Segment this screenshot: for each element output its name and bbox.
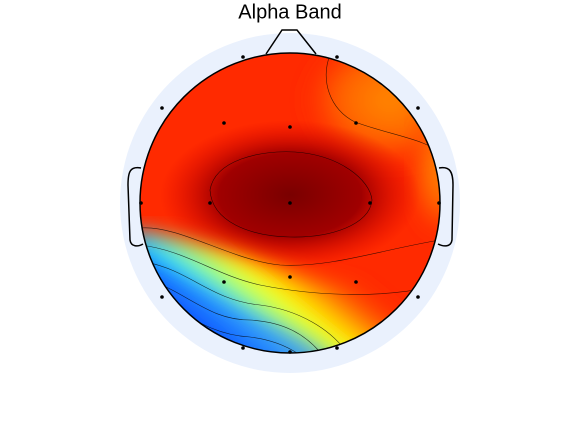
chart-title: Alpha Band [238, 1, 341, 23]
electrodes [139, 55, 441, 354]
